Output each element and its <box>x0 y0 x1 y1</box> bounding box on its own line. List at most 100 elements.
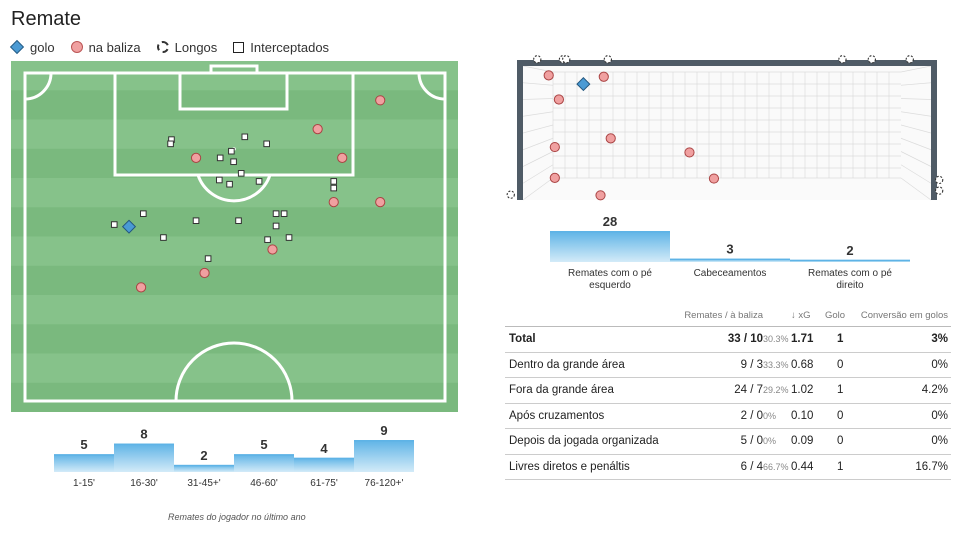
off-target-marker <box>506 190 515 199</box>
conversion-value: 0% <box>931 358 948 371</box>
body-part-value: 2 <box>846 243 853 258</box>
legend-item-longos[interactable]: Longos <box>156 39 218 55</box>
minute-bar-top <box>234 454 294 456</box>
pitch-stripe <box>11 236 458 267</box>
body-part-label: direito <box>836 280 864 291</box>
blocked-marker <box>330 184 338 192</box>
blocked-marker <box>216 154 224 162</box>
table-row[interactable]: Depois da jogada organizada 5 / 0 0% 0.09 0 0… <box>505 429 951 455</box>
minute-bar <box>114 443 174 472</box>
on-target-marker <box>549 141 560 153</box>
blocked-marker <box>272 222 280 230</box>
conversion-value: 0% <box>931 435 948 447</box>
minute-value: 9 <box>380 423 387 438</box>
off-target-marker <box>603 55 613 64</box>
legend-item-na-baliza[interactable]: na baliza <box>70 40 141 55</box>
col-header-shots[interactable]: Remates / à baliza <box>684 310 763 321</box>
off-target-marker <box>905 55 914 64</box>
conversion-value: 3% <box>931 333 948 345</box>
on-target-pct: 33.3% <box>763 359 789 370</box>
col-header-conversion[interactable]: Conversão em golos <box>860 310 948 321</box>
body-part-bar-top <box>550 231 670 233</box>
table-row[interactable]: Após cruzamentos 2 / 0 0% 0.10 0 0% <box>505 404 951 429</box>
col-header-xg[interactable]: ↓ xG <box>791 310 811 321</box>
row-label: Dentro da grande área <box>509 358 625 371</box>
goals-value: 0 <box>837 435 844 447</box>
table-row[interactable]: Total 33 / 10 30.3% 1.71 1 3% <box>505 326 951 353</box>
blocked-square-icon <box>233 41 245 53</box>
on-target-marker <box>135 282 147 293</box>
minute-bar <box>234 454 294 472</box>
minute-value: 8 <box>140 427 147 442</box>
shot-stats-table: Remates / à baliza ↓ xG Golo Conversão e… <box>505 308 951 480</box>
on-target-marker <box>549 172 560 183</box>
on-target-marker <box>312 123 323 135</box>
crossbar <box>517 60 937 66</box>
xg-value: 0.68 <box>791 358 814 371</box>
pitch-stripe <box>11 119 458 150</box>
minute-value: 5 <box>80 437 87 452</box>
goals-value: 0 <box>837 358 844 371</box>
blocked-marker <box>255 178 263 185</box>
on-target-marker <box>684 147 695 158</box>
penalty-arc <box>196 174 272 203</box>
on-target-circle-icon <box>70 41 83 53</box>
on-target-marker <box>605 133 616 144</box>
col-header-golo[interactable]: Golo <box>825 310 846 321</box>
on-target-marker <box>328 197 339 208</box>
shots-value: 9 / 3 <box>740 358 763 371</box>
shots-value: 5 / 0 <box>740 435 763 447</box>
table-header: Remates / à baliza ↓ xG Golo Conversão e… <box>505 308 951 326</box>
on-target-marker <box>375 197 386 208</box>
on-target-marker <box>543 70 554 81</box>
body-part-bar-top <box>670 258 790 261</box>
xg-value: 0.44 <box>791 460 814 473</box>
blocked-marker <box>280 210 288 217</box>
minute-bar <box>54 454 114 472</box>
minute-bar <box>174 464 234 472</box>
blocked-marker <box>230 158 237 166</box>
blocked-marker <box>204 255 212 262</box>
blocked-marker <box>226 180 233 188</box>
body-part-bar <box>550 231 670 262</box>
legend-item-interceptados[interactable]: Interceptados <box>233 40 329 55</box>
xg-value: 1.02 <box>791 384 814 396</box>
blocked-marker <box>192 217 200 225</box>
xg-value: 0.10 <box>791 409 814 422</box>
off-target-marker <box>838 55 847 64</box>
goals-value: 0 <box>837 409 844 422</box>
blocked-marker <box>235 217 242 225</box>
table-row[interactable]: Livres diretos e penáltis 6 / 4 66.7% 0.44 1… <box>505 455 951 480</box>
blocked-marker <box>110 221 118 228</box>
pitch-shot-map <box>11 61 458 412</box>
xg-value: 1.71 <box>791 333 814 345</box>
minute-label: 61-75' <box>310 478 338 489</box>
xg-value: 0.09 <box>791 435 814 447</box>
minute-label: 46-60' <box>250 478 278 489</box>
off-target-marker <box>935 186 944 195</box>
on-target-marker <box>337 152 348 163</box>
minute-bar-top <box>294 457 354 460</box>
caption: Remates do jogador no último ano <box>168 512 306 522</box>
table-row[interactable]: Dentro da grande área 9 / 3 33.3% 0.68 0 0% <box>505 353 951 378</box>
legend-item-golo[interactable]: golo <box>9 40 55 55</box>
row-label: Depois da jogada organizada <box>509 435 659 447</box>
off-target-dashed-circle-icon <box>156 41 169 53</box>
minute-label: 31-45+' <box>187 478 220 489</box>
blocked-marker <box>330 178 338 185</box>
blocked-marker <box>160 234 167 241</box>
row-label: Total <box>509 333 536 345</box>
table-row[interactable]: Fora da grande área 24 / 7 29.2% 1.02 1 4.2% <box>505 378 951 404</box>
pitch-stripe <box>11 324 458 354</box>
legend-label: Longos <box>174 39 218 55</box>
corner-arc <box>417 72 446 101</box>
minute-label: 16-30' <box>130 478 158 489</box>
body-part-value: 3 <box>726 242 733 257</box>
blocked-marker <box>263 140 270 148</box>
shots-value: 24 / 7 <box>734 384 763 396</box>
row-label: Após cruzamentos <box>509 409 605 422</box>
body-part-bar <box>670 258 790 262</box>
shots-value: 33 / 10 <box>727 333 763 345</box>
blocked-marker <box>285 234 293 241</box>
minute-bar-top <box>114 443 174 446</box>
